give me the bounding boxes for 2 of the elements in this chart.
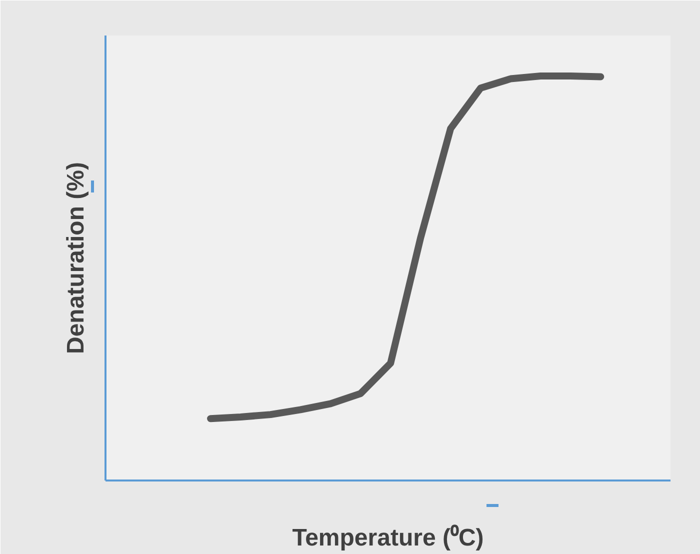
x-axis-title: Temperature (⁰C) <box>292 524 484 552</box>
y-axis-title: Denaturation (%) <box>62 162 90 354</box>
